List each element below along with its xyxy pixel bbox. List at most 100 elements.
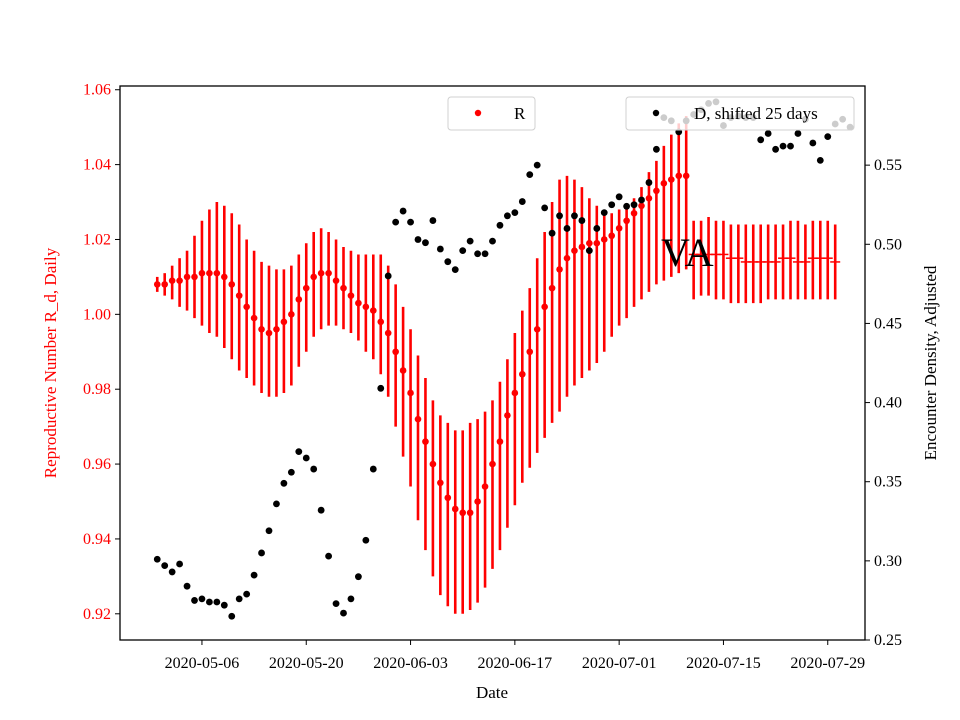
d-point [630, 201, 638, 209]
y-left-tick-label: 1.04 [83, 157, 111, 174]
d-point [362, 536, 370, 544]
y-axis-right-label: Encounter Density, Adjusted [921, 265, 940, 460]
r-point [630, 209, 638, 217]
r-point [221, 273, 228, 281]
r-point [600, 236, 608, 243]
d-point [556, 212, 563, 220]
r-point [451, 505, 459, 513]
d-point [258, 549, 265, 557]
y-right-tick-label: 0.40 [874, 395, 902, 412]
r-point [355, 299, 362, 307]
d-point [429, 217, 437, 224]
d-point [608, 201, 616, 209]
d-point [347, 595, 355, 603]
d-point [317, 506, 325, 514]
d-point [250, 571, 258, 579]
d-point [645, 179, 653, 186]
plot-frame [119, 85, 866, 641]
d-point [585, 247, 593, 255]
r-point [392, 348, 399, 356]
r-point [422, 438, 429, 445]
r-point [206, 269, 213, 277]
r-point [362, 303, 370, 311]
r-point [623, 217, 630, 225]
y-right-tick-label: 0.55 [874, 157, 902, 174]
r-point [466, 509, 474, 517]
r-point [608, 232, 615, 240]
legend-r-box [447, 96, 536, 131]
d-point [489, 237, 496, 245]
d-point [600, 209, 608, 217]
r-point [176, 277, 183, 284]
r-point [243, 303, 250, 311]
legend-r: R [447, 96, 536, 131]
r-point [265, 329, 273, 337]
r-point [638, 202, 645, 210]
d-point [496, 221, 504, 229]
y-right-tick-label: 0.30 [874, 553, 902, 570]
r-point [437, 479, 444, 487]
d-point [787, 142, 794, 150]
r-point [191, 273, 198, 281]
d-point [638, 196, 645, 204]
d-point [436, 245, 444, 253]
x-tick-label: 2020-05-06 [165, 655, 240, 672]
d-point [466, 237, 474, 245]
r-point [578, 243, 586, 251]
d-point [183, 582, 191, 590]
d-point [392, 218, 400, 226]
d-point [265, 527, 273, 535]
d-point [816, 156, 824, 164]
r-point [302, 284, 310, 292]
x-tick-label: 2020-07-15 [686, 655, 761, 672]
r-point [489, 460, 496, 468]
d-point [355, 573, 362, 581]
y-left-tick-label: 1.02 [83, 231, 111, 248]
x-tick-label: 2020-07-01 [582, 655, 657, 672]
d-point [280, 479, 288, 487]
r-point [682, 172, 690, 180]
d-point [369, 465, 377, 473]
d-point [407, 218, 414, 226]
y-left-tick-label: 0.96 [83, 456, 111, 473]
r-point [288, 311, 295, 318]
d-point [593, 225, 601, 232]
d-point [168, 568, 176, 576]
r-point [586, 239, 593, 247]
r-point [563, 254, 571, 262]
r-point [198, 269, 206, 277]
r-point [444, 494, 452, 502]
r-point [258, 326, 265, 333]
d-point [578, 217, 586, 224]
x-tick-label: 2020-05-20 [269, 655, 344, 672]
d-point [377, 384, 385, 392]
y-left-tick-label: 0.98 [83, 381, 111, 398]
x-tick-label: 2020-06-03 [373, 655, 448, 672]
d-point [273, 500, 280, 508]
d-point [794, 130, 802, 137]
r-point [675, 172, 683, 180]
d-point [332, 600, 340, 607]
d-point [459, 247, 467, 255]
r-point [533, 326, 541, 333]
y-right-tick-label: 0.45 [874, 315, 902, 332]
d-point [615, 193, 623, 201]
d-point [809, 139, 817, 147]
r-point [332, 277, 340, 284]
d-point [206, 598, 213, 606]
r-point [407, 389, 414, 397]
x-axis: 2020-05-06 2020-05-20 2020-06-03 2020-06-17… [165, 640, 865, 672]
x-axis-label: Date [476, 683, 508, 702]
d-point [399, 207, 407, 215]
r-point [541, 303, 548, 311]
y-axis-right: 0.25 0.30 0.35 0.40 0.45 0.50 0.55 [865, 157, 902, 649]
d-point [161, 562, 169, 570]
d-point [325, 552, 332, 560]
r-point [347, 292, 355, 299]
d-point [772, 145, 779, 153]
y-axis-left-label: Reproductive Number R_d, Daily [41, 247, 60, 478]
d-point [548, 229, 556, 237]
y-right-tick-label: 0.25 [874, 632, 902, 649]
x-tick-label: 2020-06-17 [478, 655, 553, 672]
